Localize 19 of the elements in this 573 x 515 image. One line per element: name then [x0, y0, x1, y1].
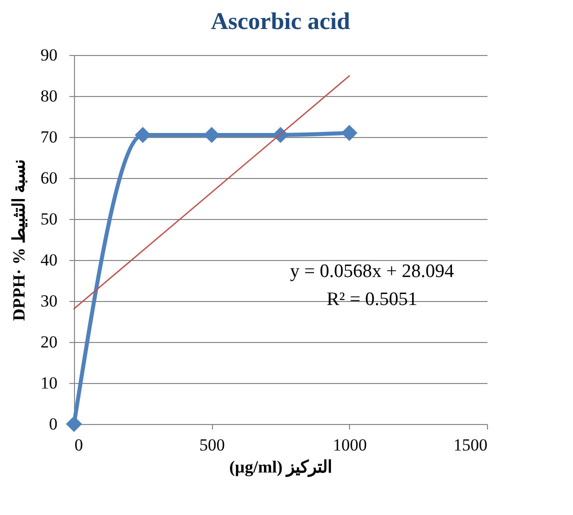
y-tick-label: 40: [40, 250, 58, 270]
y-tick-label: 50: [40, 210, 58, 228]
y-tick-label: 80: [40, 86, 58, 106]
y-axis-title: DPPH· % نسبة التثبيط: [10, 159, 28, 321]
y-tick-label: 0: [49, 414, 58, 434]
x-axis-title: (µg/ml) التركيز: [229, 458, 333, 478]
y-tick-label: 90: [40, 46, 58, 64]
y-tick-label: 10: [40, 374, 58, 392]
x-tick-label: 500: [199, 436, 225, 454]
annotation: R² = 0.5051: [326, 289, 418, 310]
y-tick-label: 20: [40, 332, 58, 352]
x-tick-label: 0: [74, 436, 83, 454]
annotation: y = 0.0568x + 28.094: [290, 261, 454, 282]
y-tick-label: 30: [40, 292, 58, 310]
chart-title: Ascorbic acid: [210, 9, 351, 35]
x-tick-label: 1500: [454, 436, 488, 454]
x-tick-label: 1000: [332, 436, 367, 454]
y-tick-label: 60: [40, 168, 58, 188]
y-tick-label: 70: [40, 128, 58, 146]
